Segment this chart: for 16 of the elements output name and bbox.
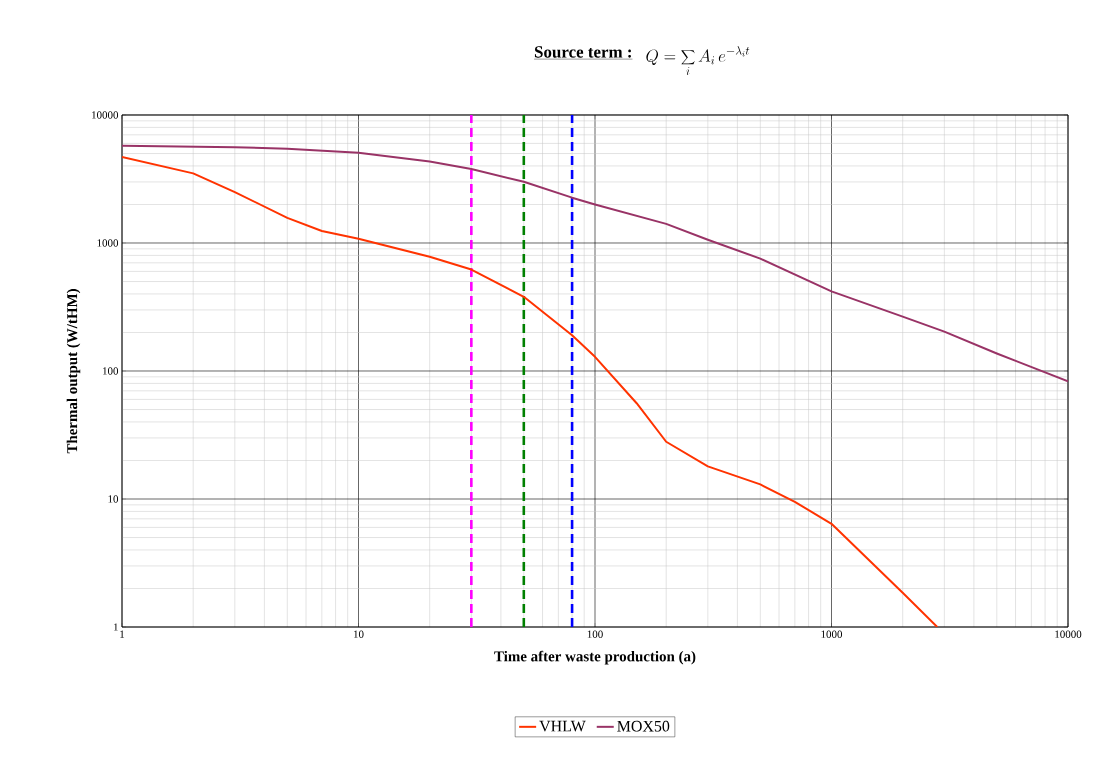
x-tick-label: 10000 xyxy=(1055,630,1082,638)
legend-label: MOX50 xyxy=(617,720,670,732)
chart-title: Source term : xyxy=(534,46,631,58)
x-tick-label: 10 xyxy=(353,630,364,638)
y-axis-title: Thermal output (W/tHM) xyxy=(66,289,81,454)
y-tick-label: 10000 xyxy=(92,111,119,119)
chart-subtitle: $Q = \sum_{i} A_{i}\, e^{-\lambda_{i} t}$ xyxy=(646,46,750,75)
legend-label: VHLW xyxy=(539,720,586,732)
x-tick-label: 100 xyxy=(587,630,603,638)
y-tick-label: 10 xyxy=(108,495,119,503)
y-tick-label: 1000 xyxy=(97,239,119,247)
y-tick-label: 1 xyxy=(113,623,118,631)
x-tick-label: 1000 xyxy=(821,630,843,638)
x-tick-label: 1 xyxy=(120,630,125,638)
y-tick-label: 100 xyxy=(103,367,119,375)
x-axis-title: Time after waste production (a) xyxy=(494,650,696,665)
